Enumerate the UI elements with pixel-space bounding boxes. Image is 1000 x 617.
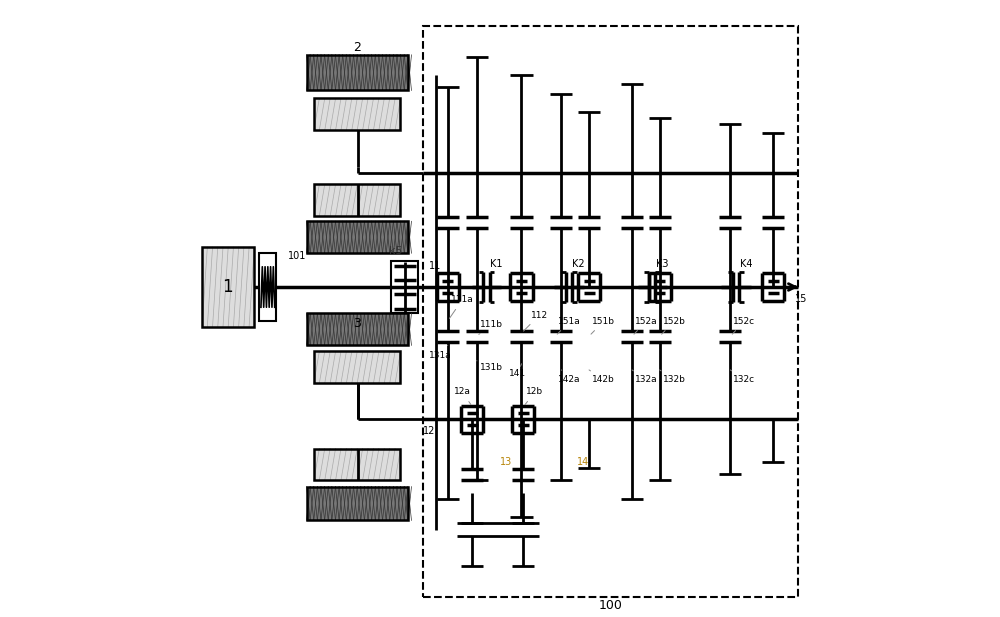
Text: 2: 2 bbox=[354, 41, 361, 54]
Text: 151a: 151a bbox=[557, 317, 581, 334]
Text: 3: 3 bbox=[354, 317, 361, 330]
Text: 12a: 12a bbox=[454, 387, 471, 405]
Bar bbox=[307, 313, 408, 346]
Text: 101: 101 bbox=[288, 251, 306, 262]
Bar bbox=[259, 253, 276, 321]
Text: K1: K1 bbox=[490, 259, 503, 270]
Text: 15: 15 bbox=[795, 294, 807, 304]
Text: 11: 11 bbox=[429, 260, 442, 271]
Bar bbox=[314, 99, 400, 130]
Text: 132b: 132b bbox=[660, 370, 686, 384]
Text: 152b: 152b bbox=[662, 317, 686, 334]
Bar bbox=[314, 449, 400, 481]
Bar bbox=[314, 352, 400, 383]
Bar bbox=[202, 247, 254, 327]
Bar bbox=[314, 449, 400, 481]
Text: 141: 141 bbox=[509, 364, 526, 378]
Text: 132c: 132c bbox=[730, 370, 756, 384]
Bar bbox=[314, 99, 400, 130]
Text: 12: 12 bbox=[423, 426, 436, 436]
Text: 152c: 152c bbox=[732, 317, 756, 334]
Bar bbox=[314, 184, 400, 217]
Text: K3: K3 bbox=[656, 259, 669, 270]
Bar bbox=[314, 352, 400, 383]
Text: 152a: 152a bbox=[634, 317, 658, 334]
Text: 111b: 111b bbox=[479, 320, 503, 334]
Bar bbox=[307, 313, 408, 346]
Bar bbox=[307, 55, 408, 91]
Text: 12b: 12b bbox=[525, 387, 544, 405]
Text: 14: 14 bbox=[577, 457, 589, 467]
Bar bbox=[307, 222, 408, 253]
Text: K4: K4 bbox=[740, 259, 752, 270]
Text: 131b: 131b bbox=[477, 361, 503, 372]
Text: 142a: 142a bbox=[558, 370, 581, 384]
Text: 111a: 111a bbox=[449, 296, 474, 318]
Text: 142b: 142b bbox=[589, 370, 615, 384]
Text: K2: K2 bbox=[572, 259, 585, 270]
Text: 131a: 131a bbox=[429, 346, 452, 360]
Text: 112: 112 bbox=[523, 311, 548, 331]
Text: 151b: 151b bbox=[591, 317, 615, 334]
Bar bbox=[314, 184, 400, 217]
Text: 132a: 132a bbox=[632, 370, 658, 384]
Text: 1: 1 bbox=[223, 278, 233, 296]
Bar bbox=[391, 261, 418, 313]
Bar bbox=[307, 55, 408, 91]
Bar bbox=[307, 222, 408, 253]
Bar bbox=[202, 247, 254, 327]
Text: 13: 13 bbox=[500, 457, 512, 467]
Text: k5: k5 bbox=[389, 246, 403, 257]
Bar bbox=[423, 26, 798, 597]
Bar bbox=[307, 487, 408, 520]
Bar bbox=[307, 487, 408, 520]
Text: 100: 100 bbox=[599, 600, 622, 613]
